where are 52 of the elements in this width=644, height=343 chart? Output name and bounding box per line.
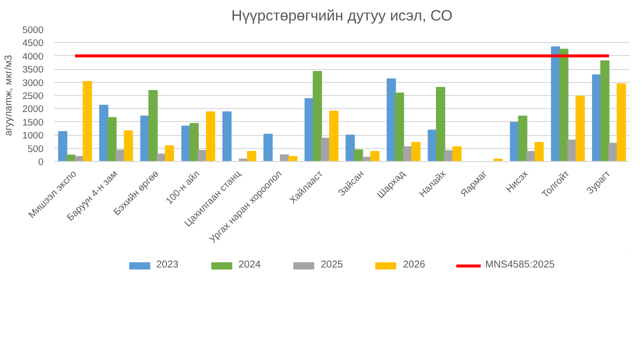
bar [354,149,364,162]
bar [444,150,454,162]
bar [206,111,216,162]
bar [164,145,174,162]
legend-label: 2026 [403,260,426,270]
bar [329,110,338,162]
bar [304,98,314,162]
y-tick-label: 2500 [22,91,44,102]
bar [263,134,273,162]
bar [312,70,322,162]
y-tick-label: 1500 [22,117,44,128]
legend-label: 2023 [156,260,178,270]
bar [411,142,421,162]
bar [403,146,412,162]
bar [534,142,544,162]
bar [559,48,568,162]
y-tick-label: 4500 [22,38,44,50]
bar [222,111,232,162]
y-tick-label: 0 [38,157,44,168]
bar [116,150,125,162]
bar [99,104,108,162]
bar [107,117,117,162]
bar [58,131,68,162]
bar [518,116,528,162]
legend-label: MNS4585:2025 [485,260,555,270]
bar [82,81,92,162]
bar [346,134,355,162]
y-axis-title: агуулamж, мкг/м3 [3,54,14,136]
bar [386,78,396,162]
y-tick-label: 4000 [22,51,44,62]
bar [576,96,585,162]
bar [124,130,134,162]
bar [452,146,462,162]
y-tick-label: 3000 [22,78,44,89]
bar [148,90,158,162]
legend-label: 2024 [238,260,261,270]
y-tick-label: 2000 [22,104,44,116]
bar [592,74,602,162]
bar [436,86,446,162]
y-tick-label: 5000 [22,25,44,36]
bar [370,150,380,162]
bar [616,83,626,162]
y-tick-label: 1000 [22,130,44,142]
bar [394,92,404,162]
y-tick-label: 500 [28,144,44,155]
legend-label: 2025 [320,260,343,270]
bar [247,150,256,162]
bar [288,156,298,162]
bar [190,122,199,162]
bar [600,60,610,162]
y-tick-label: 3500 [22,64,44,76]
chart-title: Нүүрстөрөгчийн дутуу исэл, СО [231,8,453,24]
